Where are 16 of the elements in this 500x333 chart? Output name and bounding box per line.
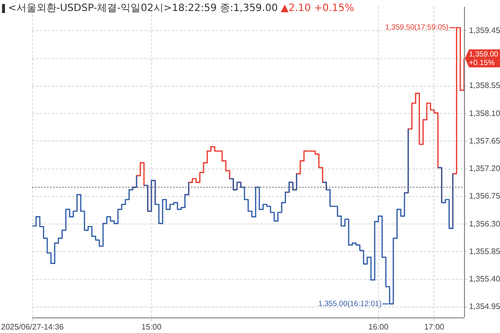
x-tick-label: 15:00: [141, 322, 162, 332]
chart-subtitle: ▲2.10 +0.15%: [280, 2, 354, 14]
x-tick-label: 2025/06/27-14:36: [0, 322, 64, 332]
y-tick-label: 1,358.10: [469, 108, 500, 118]
y-tick-label: 1,357.20: [469, 164, 500, 174]
y-tick-label: 1,357.65: [469, 136, 500, 146]
y-tick-label: 1,356.75: [469, 192, 500, 201]
y-tick-label: 1,358.55: [469, 81, 500, 90]
y-tick-label: 1,355.40: [469, 274, 500, 284]
y-tick-label: 1,354.95: [469, 302, 500, 312]
x-tick-label: 17:00: [424, 322, 445, 332]
y-tick-label: 1,359.45: [469, 26, 500, 35]
chart-title: <서울외환-USDSP-체결-익일02시>18:22:59 종:1,359.00: [8, 2, 278, 15]
x-tick-label: 16:00: [368, 322, 389, 332]
y-tick-label: 1,355.85: [469, 246, 500, 256]
y-tick-label: 1,356.30: [469, 219, 500, 228]
